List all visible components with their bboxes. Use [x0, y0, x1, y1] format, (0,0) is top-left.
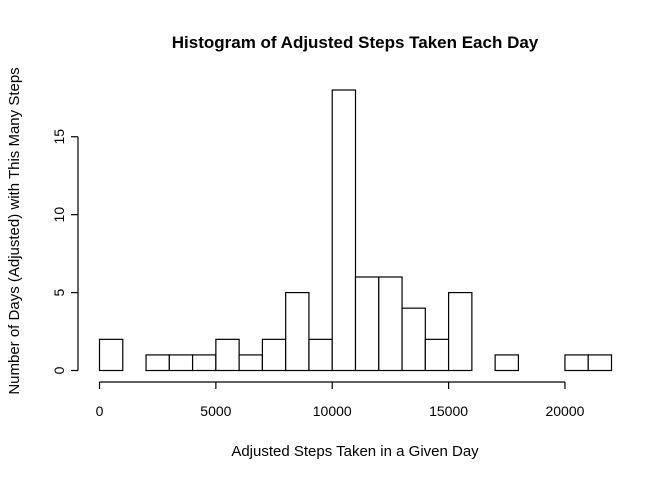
- histogram-bar: [564, 354, 589, 372]
- x-axis-label: Adjusted Steps Taken in a Given Day: [231, 443, 479, 460]
- histogram-bar: [308, 338, 333, 372]
- histogram-bar: [354, 276, 380, 372]
- histogram-bar: [424, 338, 450, 372]
- histogram-bar: [191, 354, 217, 372]
- y-axis: 0 5 10 15: [51, 129, 79, 374]
- x-tick-label: 15000: [429, 403, 468, 419]
- histogram-bar: [378, 276, 403, 372]
- y-tick-label: 15: [51, 129, 67, 145]
- histogram-bar: [98, 338, 124, 372]
- x-tick-label: 0: [96, 403, 104, 419]
- x-tick-label: 10000: [313, 403, 352, 419]
- bars-group: [98, 89, 613, 372]
- histogram-bar: [447, 291, 473, 372]
- histogram-bar: [215, 338, 240, 372]
- histogram-bar: [261, 338, 287, 372]
- x-tick-label: 5000: [200, 403, 231, 419]
- histogram-bar: [168, 354, 194, 372]
- y-tick-label: 0: [51, 366, 67, 374]
- histogram-bar: [331, 89, 357, 372]
- histogram-bar: [494, 354, 520, 372]
- chart-title: Histogram of Adjusted Steps Taken Each D…: [172, 33, 539, 52]
- x-axis: 0 5000 10000 15000 20000: [96, 381, 585, 419]
- histogram-bar: [238, 354, 264, 372]
- x-tick-label: 20000: [545, 403, 584, 419]
- y-axis-label: Number of Days (Adjusted) with This Many…: [6, 67, 23, 394]
- histogram-bar: [145, 354, 170, 372]
- histogram-bar: [587, 354, 613, 372]
- histogram-bar: [401, 307, 426, 372]
- y-tick-label: 5: [51, 288, 67, 296]
- histogram-bar: [285, 291, 310, 372]
- y-tick-label: 10: [51, 207, 67, 223]
